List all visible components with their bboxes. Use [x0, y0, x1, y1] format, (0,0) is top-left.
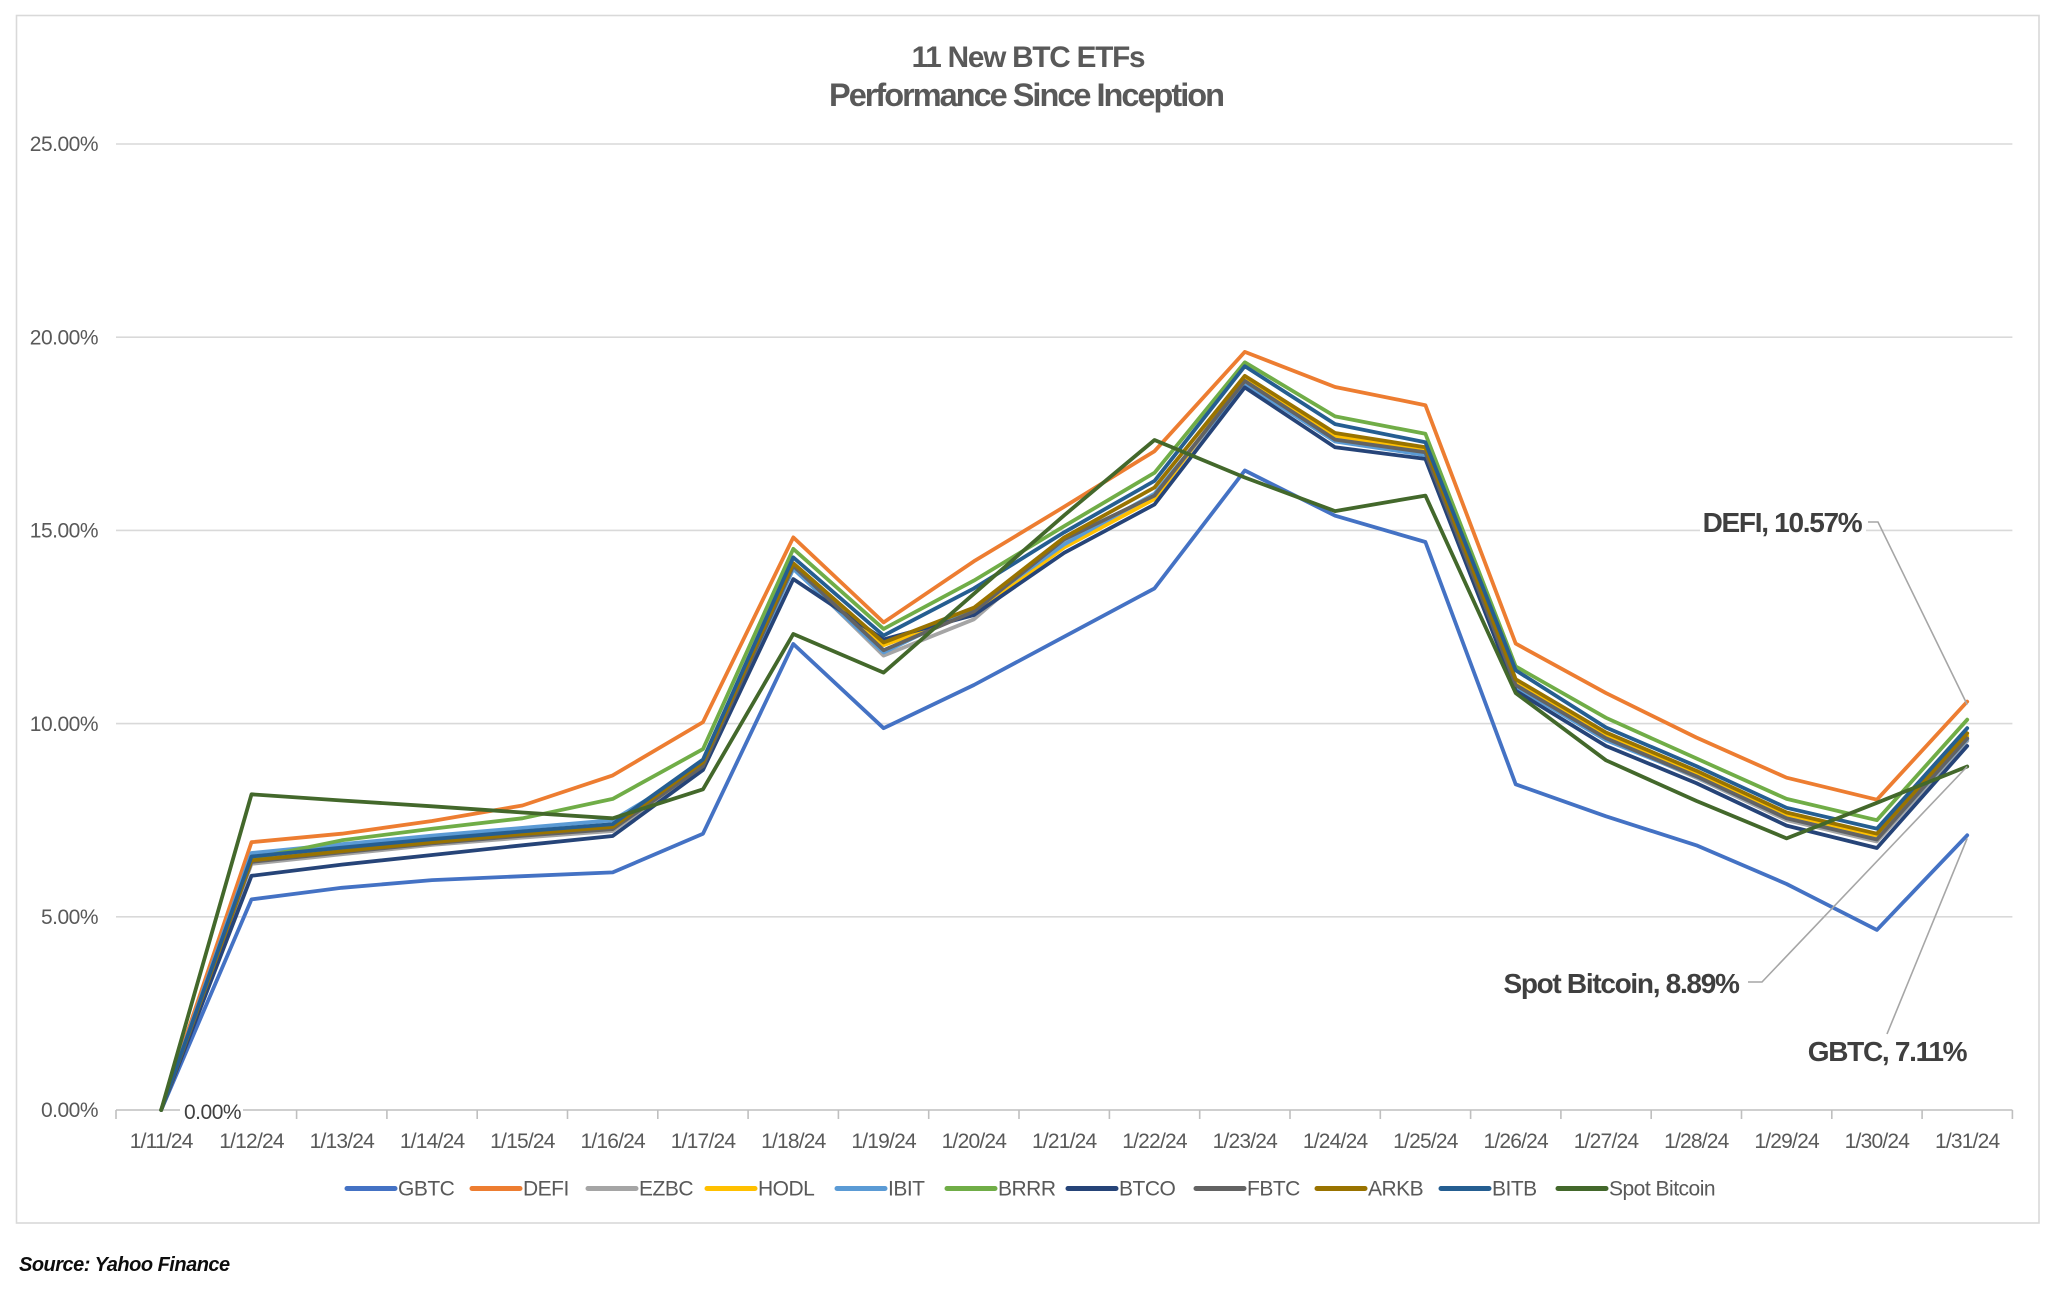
- svg-text:20.00%: 20.00%: [30, 326, 98, 349]
- svg-text:0.00%: 0.00%: [41, 1099, 98, 1122]
- svg-text:1/18/24: 1/18/24: [761, 1130, 827, 1153]
- svg-text:1/19/24: 1/19/24: [851, 1130, 917, 1153]
- svg-text:1/20/24: 1/20/24: [942, 1130, 1008, 1153]
- svg-text:1/16/24: 1/16/24: [580, 1130, 646, 1153]
- svg-text:1/11/24: 1/11/24: [130, 1130, 194, 1153]
- svg-text:25.00%: 25.00%: [30, 133, 98, 156]
- svg-text:BTCO: BTCO: [1119, 1178, 1176, 1201]
- svg-text:FBTC: FBTC: [1247, 1178, 1300, 1201]
- svg-text:10.00%: 10.00%: [30, 713, 98, 736]
- svg-text:GBTC: GBTC: [398, 1178, 455, 1201]
- svg-text:1/12/24: 1/12/24: [219, 1130, 285, 1153]
- svg-text:1/29/24: 1/29/24: [1754, 1130, 1820, 1153]
- svg-text:0.00%: 0.00%: [184, 1101, 241, 1124]
- svg-text:BITB: BITB: [1492, 1178, 1537, 1201]
- svg-text:1/13/24: 1/13/24: [310, 1130, 376, 1153]
- svg-text:1/14/24: 1/14/24: [400, 1130, 466, 1153]
- svg-text:11 New BTC ETFs: 11 New BTC ETFs: [912, 41, 1145, 74]
- svg-text:1/26/24: 1/26/24: [1483, 1130, 1549, 1153]
- svg-text:Performance Since Inception: Performance Since Inception: [829, 77, 1223, 113]
- svg-text:EZBC: EZBC: [639, 1178, 693, 1201]
- svg-text:1/27/24: 1/27/24: [1574, 1130, 1640, 1153]
- svg-text:1/15/24: 1/15/24: [490, 1130, 556, 1153]
- svg-text:1/24/24: 1/24/24: [1303, 1130, 1369, 1153]
- svg-text:IBIT: IBIT: [888, 1178, 925, 1201]
- svg-text:BRRR: BRRR: [998, 1178, 1056, 1201]
- svg-text:Spot Bitcoin, 8.89%: Spot Bitcoin, 8.89%: [1503, 968, 1740, 999]
- svg-text:5.00%: 5.00%: [41, 906, 98, 929]
- svg-text:1/23/24: 1/23/24: [1213, 1130, 1279, 1153]
- svg-text:HODL: HODL: [758, 1178, 814, 1201]
- svg-text:DEFI: DEFI: [523, 1178, 569, 1201]
- svg-text:Spot Bitcoin: Spot Bitcoin: [1609, 1178, 1715, 1201]
- svg-text:1/31/24: 1/31/24: [1935, 1130, 2001, 1153]
- svg-text:1/28/24: 1/28/24: [1664, 1130, 1730, 1153]
- svg-text:1/30/24: 1/30/24: [1845, 1130, 1911, 1153]
- svg-text:DEFI, 10.57%: DEFI, 10.57%: [1703, 507, 1863, 538]
- svg-text:1/17/24: 1/17/24: [671, 1130, 737, 1153]
- svg-text:1/21/24: 1/21/24: [1032, 1130, 1098, 1153]
- svg-text:GBTC, 7.11%: GBTC, 7.11%: [1808, 1036, 1968, 1067]
- svg-text:Source: Yahoo Finance: Source: Yahoo Finance: [19, 1254, 230, 1276]
- svg-text:15.00%: 15.00%: [30, 520, 98, 543]
- svg-text:ARKB: ARKB: [1368, 1178, 1423, 1201]
- svg-text:1/25/24: 1/25/24: [1393, 1130, 1459, 1153]
- svg-text:1/22/24: 1/22/24: [1122, 1130, 1188, 1153]
